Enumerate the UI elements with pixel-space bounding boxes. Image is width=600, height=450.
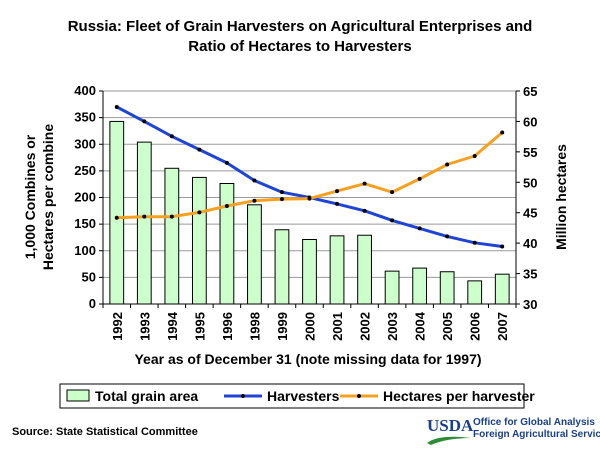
usda-branding: USDA Office for Global Analysis Foreign … <box>427 416 600 448</box>
y-right-tick-label: 35 <box>523 267 537 282</box>
point-hectares-per-harvester <box>335 189 340 194</box>
x-tick-label: 2007 <box>495 312 510 341</box>
y-right-tick-label: 40 <box>523 236 537 251</box>
y-axis-right-label: Million hectares <box>553 144 569 250</box>
y-left-tick-label: 400 <box>74 83 96 98</box>
y-axis-left-label-line1: 1,000 Combines or <box>22 134 38 259</box>
bar-total-grain-area <box>467 280 483 305</box>
point-hectares-per-harvester <box>224 204 229 209</box>
y-left-tick-label: 150 <box>74 216 96 231</box>
legend-box <box>59 383 525 409</box>
point-harvesters <box>252 178 257 183</box>
point-harvesters <box>445 234 450 239</box>
x-tick-label: 2004 <box>413 311 428 341</box>
bar-total-grain-area <box>164 167 180 305</box>
bar-total-grain-area <box>109 120 125 305</box>
legend-swatch-grain-area <box>66 389 90 402</box>
y-right-tick-label: 45 <box>523 206 537 221</box>
x-tick-label: 2005 <box>440 312 455 341</box>
y-left-tick-label: 200 <box>74 190 96 205</box>
bar-total-grain-area <box>191 176 207 305</box>
x-tick-label: 2006 <box>468 312 483 341</box>
point-harvesters <box>417 226 422 231</box>
point-harvesters <box>500 244 505 249</box>
point-hectares-per-harvester <box>142 214 147 219</box>
point-harvesters <box>224 160 229 165</box>
y-left-tick-label: 350 <box>74 110 96 125</box>
x-tick-label: 1994 <box>165 311 180 341</box>
point-harvesters <box>335 201 340 206</box>
usda-swoosh-icon <box>427 436 471 445</box>
point-hectares-per-harvester <box>417 176 422 181</box>
point-harvesters <box>169 134 174 139</box>
legend-label-hectares-per-harvester: Hectares per harvester <box>383 388 535 404</box>
y-axis-left-label-line2: Hectares per combine <box>40 124 56 270</box>
bar-total-grain-area <box>136 141 152 305</box>
x-tick-label: 1999 <box>275 312 290 341</box>
x-tick-label: 1992 <box>110 312 125 341</box>
point-hectares-per-harvester <box>169 214 174 219</box>
point-hectares-per-harvester <box>307 196 312 201</box>
point-hectares-per-harvester <box>500 130 505 135</box>
usda-office-line1: Office for Global Analysis <box>473 417 595 428</box>
bar-total-grain-area <box>439 271 455 305</box>
point-hectares-per-harvester <box>197 210 202 215</box>
x-axis-label: Year as of December 31 (note missing dat… <box>134 351 481 367</box>
bar-total-grain-area <box>384 270 400 305</box>
point-harvesters <box>197 147 202 152</box>
bar-total-grain-area <box>247 204 262 305</box>
legend-marker-hectares-per-harvester <box>357 394 361 398</box>
bar-total-grain-area <box>494 273 510 305</box>
legend-label-grain-area: Total grain area <box>95 388 198 404</box>
plot-area: 0 50 100 150 200 250 300 350 400 30 35 40 45 50 55 60 65… <box>74 83 537 341</box>
y-left-tick-label: 250 <box>74 163 96 178</box>
y-right-tick-label: 50 <box>523 175 537 190</box>
x-tick-label: 2003 <box>385 312 400 341</box>
bar-total-grain-area <box>219 183 235 305</box>
usda-logo: USDA <box>427 416 474 435</box>
x-tick-label: 2001 <box>330 312 345 341</box>
bar-total-grain-area <box>302 238 317 305</box>
point-harvesters <box>390 218 395 223</box>
chart-subtitle: Ratio of Hectares to Harvesters <box>188 38 411 55</box>
chart-title: Russia: Fleet of Grain Harvesters on Agr… <box>68 18 533 35</box>
x-tick-label: 2000 <box>303 312 318 341</box>
point-hectares-per-harvester <box>445 162 450 167</box>
x-tick-label: 1995 <box>192 312 207 341</box>
usda-office-text: Office for Global Analysis Foreign Agric… <box>473 417 600 441</box>
y-right-tick-label: 55 <box>523 145 537 160</box>
y-right-tick-label: 30 <box>523 297 537 312</box>
point-harvesters <box>472 240 477 245</box>
y-left-tick-label: 300 <box>74 136 96 151</box>
x-tick-label: 1996 <box>220 312 235 341</box>
y-right-tick-label: 60 <box>523 114 537 129</box>
point-harvesters <box>142 119 147 124</box>
x-tick-label: 1998 <box>247 312 262 341</box>
point-harvesters <box>279 190 284 195</box>
legend-label-harvesters: Harvesters <box>267 388 340 404</box>
bar-total-grain-area <box>412 267 428 305</box>
point-hectares-per-harvester <box>472 153 477 158</box>
bar-total-grain-area <box>274 229 290 305</box>
x-tick-label: 2002 <box>358 312 373 341</box>
x-tick-label: 1993 <box>137 312 152 341</box>
y-right-tick-label: 65 <box>523 84 537 99</box>
y-left-tick-label: 100 <box>74 243 96 258</box>
point-hectares-per-harvester <box>390 190 395 195</box>
point-harvesters <box>114 104 119 109</box>
legend-marker-harvesters <box>241 394 245 398</box>
bar-total-grain-area <box>329 235 345 305</box>
point-harvesters <box>362 208 367 213</box>
source-note: Source: State Statistical Committee <box>12 426 198 438</box>
y-left-tick-label: 50 <box>82 269 96 284</box>
bar-total-grain-area <box>357 234 372 305</box>
point-hectares-per-harvester <box>362 181 367 186</box>
point-hectares-per-harvester <box>114 215 119 220</box>
y-left-tick-label: 0 <box>89 296 96 311</box>
point-hectares-per-harvester <box>279 197 284 202</box>
legend: Total grain area Harvesters Hectares per… <box>59 383 535 409</box>
usda-office-line2: Foreign Agricultural Service <box>473 429 600 440</box>
point-hectares-per-harvester <box>252 198 257 203</box>
